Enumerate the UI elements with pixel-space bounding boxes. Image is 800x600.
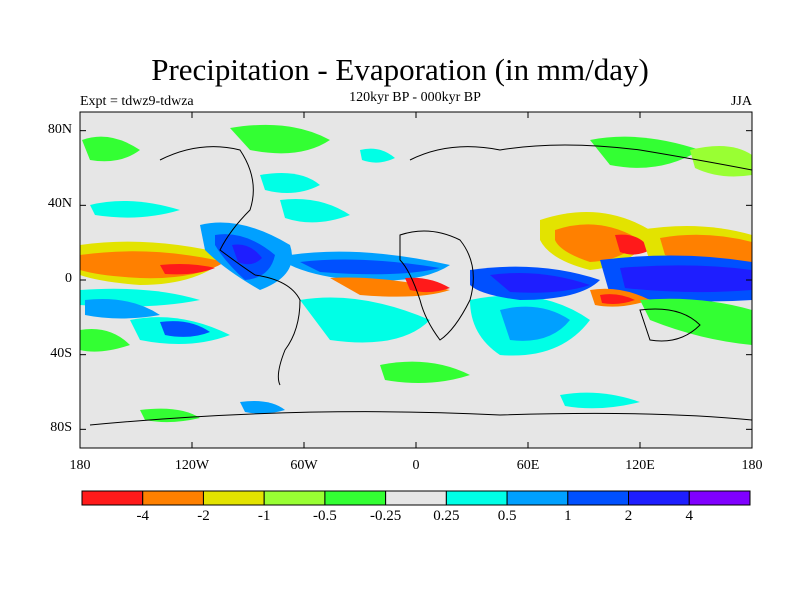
y-tick-label: 0 — [65, 271, 72, 286]
colorbar-label: -4 — [136, 508, 149, 524]
colorbar-swatch — [324, 490, 387, 506]
y-tick-label: 80N — [47, 121, 72, 137]
figure-title: Precipitation - Evaporation (in mm/day) — [151, 52, 649, 87]
x-tick-label: 60E — [516, 458, 540, 473]
axis-ticks — [79, 112, 753, 448]
colorbar-swatch — [628, 490, 690, 506]
x-tick-label: 120W — [174, 458, 210, 473]
colorbar-swatch — [567, 490, 630, 506]
colorbar-label: -2 — [197, 508, 210, 524]
season-label: JJA — [730, 94, 752, 109]
y-tick-label: 40N — [47, 196, 72, 212]
colorbar-swatch — [263, 490, 326, 506]
colorbar-swatch — [385, 490, 447, 506]
colorbar-label: 0.25 — [433, 508, 460, 524]
colorbar-label: 2 — [624, 508, 633, 524]
colorbar-label: -1 — [257, 508, 271, 524]
colorbar-label: 1 — [564, 508, 572, 524]
x-tick-label: 180 — [69, 458, 91, 473]
coastlines — [89, 144, 752, 426]
colorbar-swatch — [688, 490, 751, 506]
colorbar-label: 4 — [685, 508, 694, 524]
colorbar-label: 0.5 — [497, 508, 517, 524]
colorbar-swatch — [202, 490, 265, 506]
x-tick-label: 60W — [290, 458, 318, 473]
x-tick-label: 120E — [625, 458, 655, 473]
x-tick-label: 180 — [741, 458, 763, 473]
colorbar-swatch — [142, 490, 204, 506]
colorbar-label: -0.5 — [313, 508, 337, 524]
y-tick-label: 80S — [50, 420, 72, 436]
colorbar-swatch — [445, 490, 508, 506]
figure-subtitle: 120kyr BP - 000kyr BP — [349, 90, 481, 105]
colorbar-label: -0.25 — [370, 508, 402, 524]
y-tick-label: 40S — [50, 345, 72, 361]
colorbar-swatch — [506, 490, 569, 506]
field-layer — [80, 124, 752, 426]
colorbar-swatch — [81, 490, 144, 506]
experiment-label: Expt = tdwz9-tdwza — [80, 94, 194, 109]
x-tick-label: 0 — [412, 458, 420, 473]
colorbar — [81, 490, 751, 506]
